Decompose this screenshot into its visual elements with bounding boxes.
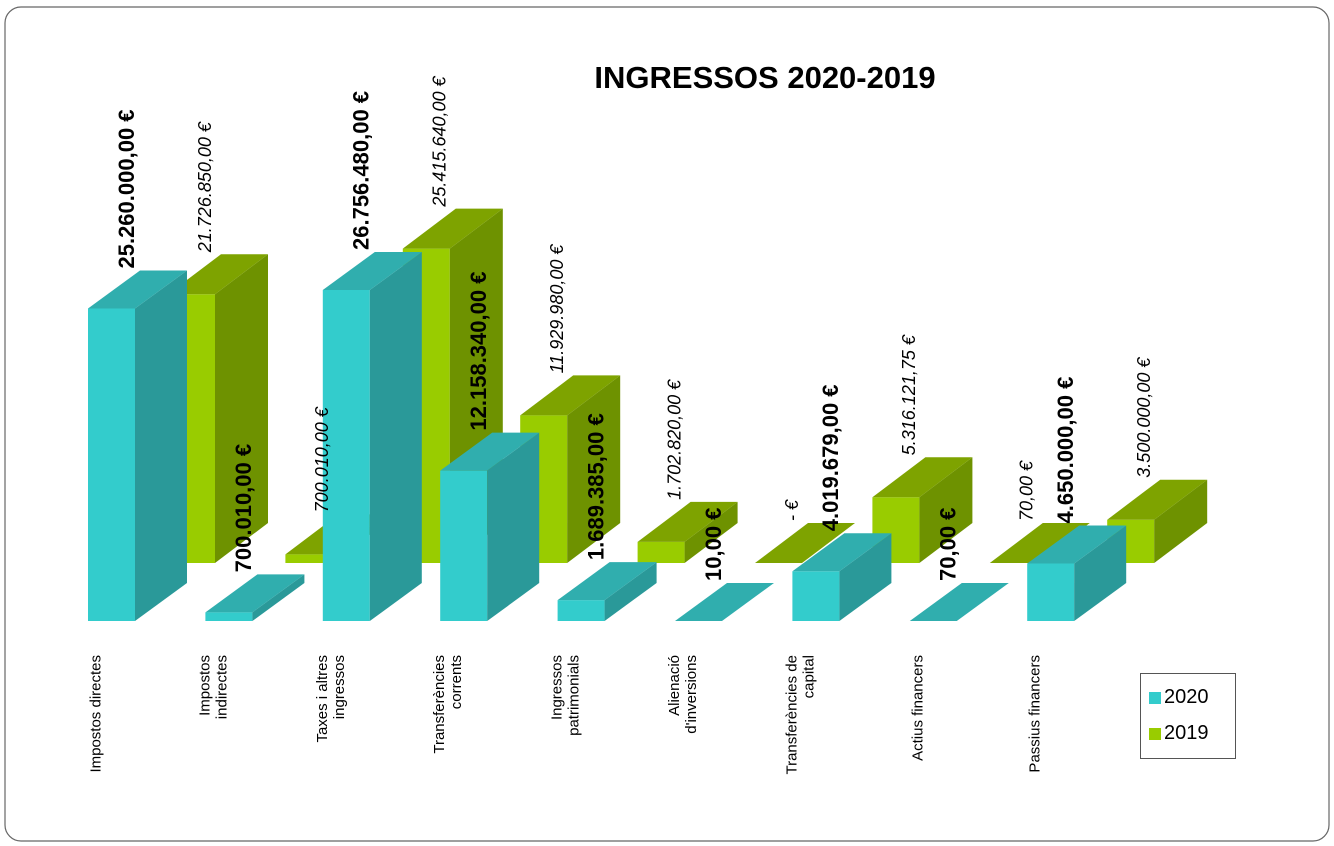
- bar: [88, 270, 187, 621]
- bar-top: [637, 501, 738, 542]
- bar-top: [557, 562, 657, 601]
- bar-front: [637, 541, 685, 563]
- bar-top: [792, 533, 892, 572]
- bar: [1107, 479, 1208, 563]
- value-label: 4.019.679,00 €: [818, 384, 843, 531]
- x-tick-label: Impostos directes: [87, 655, 105, 773]
- legend-entry: 2020: [1149, 686, 1209, 709]
- x-tick-label: Alienació d'inversions: [666, 655, 700, 734]
- bar-side: [135, 270, 187, 621]
- bar-top: [989, 522, 1090, 563]
- value-label: 4.650.000,00 €: [1053, 377, 1078, 524]
- x-tick-label: Transferències de capital: [783, 655, 818, 775]
- x-tick-label: Passius financers: [1026, 655, 1044, 773]
- bar: [755, 523, 855, 563]
- x-tick-label: Ingressos patrimonials: [548, 655, 583, 736]
- x-tick-label: Transferències corrents: [431, 655, 466, 754]
- bar-front: [440, 470, 488, 621]
- bar-top: [909, 582, 1009, 621]
- bar-top: [675, 582, 774, 621]
- bar-front: [322, 290, 370, 621]
- bar-front: [1027, 563, 1075, 621]
- value-label: 5.316.121,75 €: [899, 334, 919, 455]
- value-label: 12.158.340,00 €: [466, 272, 491, 431]
- x-tick-label: Actius financers: [909, 655, 927, 761]
- value-label: 25.260.000,00 €: [114, 109, 139, 268]
- bar-front: [792, 571, 840, 621]
- bar: [557, 562, 657, 621]
- bar-side: [215, 254, 268, 564]
- value-label: 1.702.820,00 €: [664, 379, 684, 500]
- chart-title: INGRESSOS 2020-2019: [594, 60, 935, 95]
- value-label: 3.500.000,00 €: [1134, 357, 1154, 478]
- value-label: 70,00 €: [936, 508, 961, 581]
- bar: [440, 432, 540, 621]
- bar-top: [168, 254, 268, 295]
- legend-label: 2019: [1164, 722, 1209, 744]
- bar-side: [567, 375, 621, 563]
- bar: [792, 533, 892, 621]
- legend-entry: 2019: [1149, 722, 1209, 745]
- legend-label: 2020: [1164, 686, 1209, 708]
- bar-side: [604, 562, 657, 621]
- chart-border: [4, 6, 1330, 842]
- bar: [909, 582, 1009, 621]
- bar: [637, 501, 738, 563]
- bar-top: [1107, 479, 1208, 520]
- legend: 2020 2019: [1140, 673, 1236, 759]
- bar-top: [520, 375, 621, 416]
- value-label: 11.929.980,00 €: [547, 244, 567, 374]
- bar: [322, 252, 422, 621]
- bar-top: [402, 208, 503, 249]
- bar-top: [88, 270, 187, 309]
- bar-front: [285, 554, 333, 563]
- x-tick-label: Taxes i altres ingressos: [313, 655, 348, 743]
- x-tick-label: Impostos indirectes: [196, 655, 231, 720]
- bar-side: [956, 582, 1009, 621]
- value-label: 10,00 €: [701, 508, 726, 581]
- value-label: 700.010,00 €: [231, 444, 256, 572]
- bar-side: [1154, 479, 1208, 563]
- bar-side: [487, 432, 540, 621]
- bar: [1027, 525, 1127, 621]
- legend-swatch: [1149, 727, 1161, 740]
- bar: [675, 582, 774, 621]
- bar-front: [557, 600, 605, 621]
- value-label: 21.726.850,00 €: [195, 121, 215, 253]
- value-label: 1.689.385,00 €: [583, 413, 608, 560]
- legend-swatch: [1149, 691, 1161, 704]
- bar-front: [88, 308, 135, 621]
- bar-top: [440, 432, 540, 471]
- bar-front: [205, 612, 253, 621]
- bar-side: [252, 574, 305, 621]
- bar: [205, 574, 305, 621]
- bar-top: [872, 457, 973, 498]
- value-label: 25.415.640,00 €: [430, 75, 450, 207]
- bar-side: [839, 533, 892, 621]
- bar-side: [919, 457, 973, 563]
- value-label: 70,00 €: [1017, 460, 1037, 521]
- value-label: - €: [782, 499, 802, 521]
- value-label: 700.010,00 €: [312, 406, 332, 512]
- bar-top: [755, 523, 855, 563]
- bar-top: [205, 574, 305, 613]
- bar-top: [322, 252, 422, 290]
- bar-top: [1027, 525, 1127, 564]
- bar-side: [1074, 525, 1127, 621]
- bar-side: [684, 501, 738, 563]
- value-label: 26.756.480,00 €: [349, 91, 374, 250]
- bar-side: [369, 252, 422, 621]
